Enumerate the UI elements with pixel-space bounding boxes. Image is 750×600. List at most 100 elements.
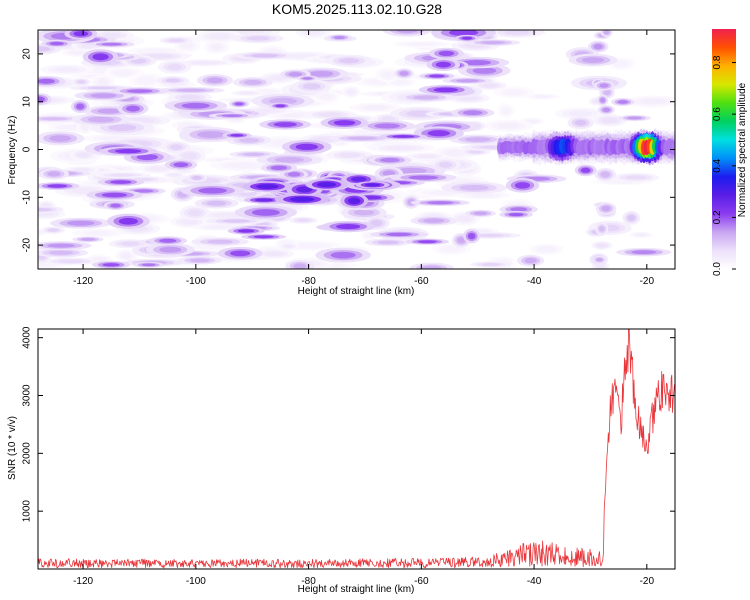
heatmap-cell (47, 243, 75, 248)
colorbar-ticks: 0.0 0.2 0.4 0.6 0.8 (712, 55, 736, 276)
heatmap-cell (597, 243, 607, 248)
heatmap-cell (126, 89, 153, 93)
heatmap-cell (288, 72, 303, 77)
heatmap-cell (296, 218, 310, 222)
x-tick-label: -120 (73, 576, 93, 587)
heatmap-cell (205, 225, 232, 229)
heatmap-cell (396, 30, 419, 33)
y-tick-label: 0 (22, 146, 33, 152)
heatmap-cell (206, 77, 224, 84)
heatmap-cell (49, 135, 72, 142)
heatmap-cell (38, 230, 43, 235)
heatmap-cell (149, 166, 168, 171)
heatmap-cell (457, 215, 472, 222)
heatmap-cell (593, 43, 603, 50)
y-tick-label: 3000 (22, 384, 33, 407)
heatmap-cell (417, 240, 438, 244)
heatmap-cell (173, 162, 189, 168)
heatmap-cell (427, 130, 451, 137)
heatmap-cell (302, 77, 313, 80)
x-tick-label: -20 (640, 276, 655, 287)
heatmap-cell (175, 88, 207, 92)
heatmap-cell (467, 232, 476, 240)
heatmap-cell (120, 241, 140, 246)
heatmap-cell (392, 135, 415, 138)
snr-x-label: Height of straight line (km) (298, 584, 415, 595)
snr-x-ticks: -120 -100 -80 -60 -40 -20 (73, 329, 654, 587)
heatmap-cell (602, 107, 611, 113)
heatmap-cell (159, 246, 182, 253)
heatmap-cell (70, 50, 84, 55)
heatmap-cell (364, 183, 381, 187)
heatmap-cell (353, 209, 375, 216)
heatmap-cell (49, 41, 64, 46)
heatmap-cell (309, 70, 334, 77)
heatmap-cell (133, 189, 154, 193)
heatmap-cell (110, 180, 132, 184)
heatmap-cell (192, 175, 202, 180)
heatmap-cell (159, 238, 177, 243)
heatmap-cell (428, 74, 445, 78)
colorbar: 0.0 0.2 0.4 0.6 0.8 Normalized spectral ampl… (712, 29, 748, 276)
heatmap-cell (413, 95, 440, 100)
heatmap-cell (283, 244, 294, 249)
heatmap-cell (168, 38, 184, 43)
heatmap-cell (421, 265, 442, 269)
heatmap-cell (320, 93, 333, 100)
heatmap-cell (207, 239, 233, 244)
heatmap-cell (206, 200, 227, 206)
heatmap-cell (461, 36, 473, 40)
heatmap-cell (574, 119, 587, 126)
heatmap-cell (448, 30, 479, 36)
heatmap-cell (338, 58, 360, 64)
heatmap-cell (347, 136, 378, 141)
heatmap-cell (333, 36, 346, 40)
heatmap-cell (459, 184, 489, 191)
heatmap-cell (125, 105, 140, 112)
heatmap-cell (381, 116, 396, 122)
x-tick-label: -80 (301, 576, 316, 587)
heatmap-cell (406, 110, 434, 117)
heatmap-cell (230, 250, 251, 257)
heatmap-cell (48, 250, 74, 255)
heatmap-cell (534, 95, 551, 98)
snr-frame (37, 328, 676, 570)
heatmap-cell (416, 154, 437, 159)
heatmap-cell (254, 198, 274, 202)
heatmap-cell (167, 64, 183, 71)
spectrogram-y-label: Frequency (Hz) (7, 116, 18, 185)
heatmap-cell (347, 89, 356, 95)
heatmap-cell (600, 97, 606, 103)
heatmap-cell (475, 233, 504, 237)
heatmap-cell (209, 33, 230, 40)
heatmap-cell (182, 152, 197, 160)
heatmap-cell (635, 233, 647, 237)
snr-y-label: SNR (10 * v/v) (7, 416, 18, 480)
snr-series-line (38, 329, 675, 569)
heatmap-cell (505, 89, 524, 95)
snr-panel: -120 -100 -80 -60 -40 -20 1000 2000 3000 4000 He… (7, 326, 676, 595)
heatmap-cell (77, 152, 91, 158)
heatmap-cell (382, 71, 394, 79)
heatmap-cell (386, 145, 417, 151)
heatmap-cell (180, 218, 199, 225)
heatmap-cell (212, 213, 242, 218)
heatmap-cell (464, 137, 491, 142)
heatmap-cell (189, 258, 210, 263)
heatmap-cell (73, 31, 89, 37)
heatmap-cell (121, 252, 131, 259)
heatmap-cell (396, 167, 427, 175)
y-tick-label: 20 (22, 48, 33, 60)
heatmap-cell (240, 91, 256, 95)
heatmap-cell (472, 67, 497, 74)
heatmap-cell (363, 105, 388, 110)
colorbar-tick-label: 0.8 (712, 55, 723, 69)
heatmap-cell (47, 171, 61, 177)
heatmap-cell (275, 104, 286, 108)
heatmap-cell (170, 144, 183, 150)
colorbar-tick-label: 0.6 (712, 107, 723, 121)
heatmap-cell (603, 89, 611, 96)
heatmap-cell (76, 103, 85, 110)
x-tick-label: -20 (640, 576, 655, 587)
heatmap-cell (627, 116, 642, 120)
